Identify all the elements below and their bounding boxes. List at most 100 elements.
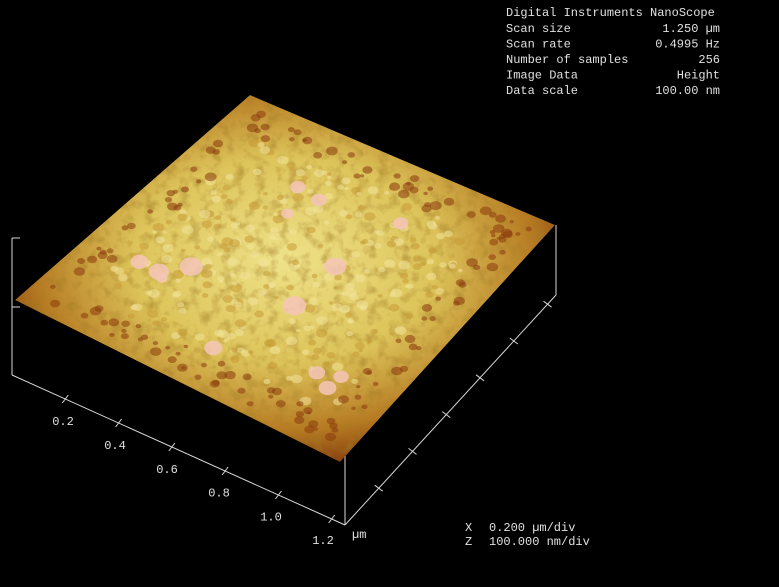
grain xyxy=(331,303,343,312)
grain xyxy=(313,204,324,213)
peak xyxy=(308,366,326,380)
grain xyxy=(165,219,173,225)
grain xyxy=(148,289,160,298)
grain xyxy=(401,202,413,211)
grain xyxy=(315,328,328,338)
y-tick xyxy=(408,447,417,455)
info-label: Scan rate xyxy=(506,38,571,52)
grain xyxy=(310,325,315,330)
peak xyxy=(281,208,294,219)
grain xyxy=(363,269,371,274)
axis-ticks xyxy=(61,300,552,524)
grain xyxy=(313,169,325,178)
grain xyxy=(242,373,252,381)
grain xyxy=(248,201,261,210)
grain xyxy=(398,189,410,199)
grain xyxy=(286,161,296,169)
grain xyxy=(326,146,338,156)
grain xyxy=(234,301,243,308)
grain xyxy=(356,385,361,389)
grain xyxy=(179,209,187,215)
grain xyxy=(268,394,274,399)
grain xyxy=(448,263,456,269)
grain xyxy=(222,295,234,303)
grain xyxy=(374,242,382,249)
grain xyxy=(406,181,411,186)
grain xyxy=(229,355,240,363)
grain xyxy=(329,422,338,429)
grain xyxy=(439,262,448,268)
grain xyxy=(204,172,217,182)
x-unit: µm xyxy=(352,528,366,542)
grain xyxy=(99,249,107,255)
grain xyxy=(259,146,271,155)
grain xyxy=(351,406,356,410)
grain xyxy=(347,152,356,158)
grain xyxy=(412,255,422,262)
grain xyxy=(316,316,328,325)
grain xyxy=(509,220,514,224)
x-tick xyxy=(221,466,229,476)
grain xyxy=(135,324,142,329)
grain xyxy=(453,296,465,306)
surface-grains xyxy=(49,110,532,442)
grain xyxy=(455,279,466,287)
grain xyxy=(230,217,236,222)
grain xyxy=(77,258,86,264)
grain xyxy=(429,201,442,211)
grain xyxy=(294,416,305,424)
grain xyxy=(262,205,269,210)
y-axis xyxy=(344,294,557,526)
grain xyxy=(388,303,400,312)
grain xyxy=(273,295,279,300)
grain xyxy=(372,381,379,387)
grain xyxy=(327,172,332,176)
x-tick-label: 0.6 xyxy=(156,463,178,477)
grain xyxy=(194,333,205,341)
grain xyxy=(137,337,144,342)
grain xyxy=(248,350,254,354)
grain xyxy=(302,136,313,145)
grain xyxy=(132,303,143,311)
grain xyxy=(247,297,258,306)
grain xyxy=(377,294,383,298)
grain xyxy=(267,361,278,370)
grain xyxy=(421,304,433,312)
grain xyxy=(96,246,102,251)
grain xyxy=(178,307,187,314)
grain xyxy=(360,174,365,178)
grain xyxy=(80,312,89,319)
grain xyxy=(311,354,320,361)
grain xyxy=(338,395,350,404)
grain xyxy=(408,343,418,351)
grain xyxy=(257,142,265,148)
grain xyxy=(225,305,235,313)
y-tick xyxy=(441,411,451,419)
x-tick-label: 1.0 xyxy=(260,510,282,524)
grain xyxy=(306,165,313,170)
grain xyxy=(355,342,365,350)
grain xyxy=(345,288,357,297)
grain xyxy=(454,237,466,246)
grain xyxy=(147,309,159,319)
grain xyxy=(295,411,305,418)
grain xyxy=(210,190,217,196)
grain xyxy=(492,224,505,233)
peak xyxy=(333,370,349,383)
grain xyxy=(410,242,420,250)
grain xyxy=(302,349,310,356)
grain xyxy=(254,128,261,134)
grain xyxy=(420,262,426,266)
grain xyxy=(389,182,401,191)
peak xyxy=(310,193,327,207)
grain xyxy=(202,293,209,298)
grain xyxy=(421,316,428,321)
grain xyxy=(293,129,302,136)
grain xyxy=(308,420,319,428)
grain xyxy=(268,232,280,241)
grain xyxy=(322,361,330,367)
grain xyxy=(152,320,160,326)
grain xyxy=(412,263,422,270)
grain xyxy=(308,297,318,305)
grain xyxy=(359,305,368,311)
